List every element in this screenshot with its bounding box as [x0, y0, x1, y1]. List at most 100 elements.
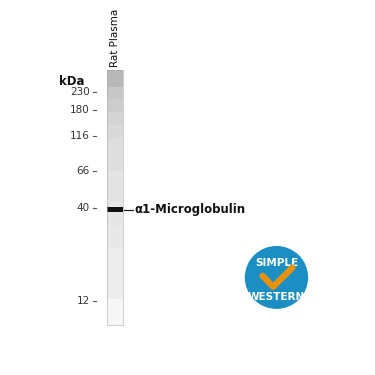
Bar — [107, 153, 123, 154]
Bar — [107, 317, 123, 318]
Text: 116: 116 — [70, 131, 90, 141]
Bar — [107, 193, 123, 194]
Bar — [107, 75, 123, 76]
Text: kDa: kDa — [59, 75, 84, 88]
Bar — [107, 69, 123, 70]
Bar — [107, 201, 123, 202]
Bar — [107, 249, 123, 250]
Bar — [107, 298, 123, 300]
Bar — [107, 141, 123, 142]
Bar — [107, 129, 123, 130]
Bar — [107, 110, 123, 111]
Bar — [107, 233, 123, 234]
Bar — [107, 227, 123, 228]
Text: SIMPLE: SIMPLE — [255, 258, 298, 267]
Bar — [107, 146, 123, 147]
Text: 12: 12 — [76, 296, 90, 306]
Bar — [107, 226, 123, 227]
Bar — [107, 282, 123, 284]
Bar — [107, 292, 123, 293]
Bar — [107, 92, 123, 93]
Bar — [107, 241, 123, 242]
Bar — [107, 266, 123, 267]
Bar — [107, 191, 123, 192]
Bar — [107, 114, 123, 115]
Bar — [107, 124, 123, 125]
Bar — [107, 281, 123, 282]
Bar — [107, 259, 123, 260]
Bar — [107, 159, 123, 160]
Text: 180: 180 — [70, 105, 90, 115]
Bar — [107, 302, 123, 303]
Bar — [107, 312, 123, 313]
Bar — [107, 154, 123, 155]
Bar — [107, 108, 123, 109]
Bar — [107, 116, 123, 117]
Bar — [107, 254, 123, 255]
Bar — [107, 138, 123, 140]
Bar — [107, 87, 123, 88]
Bar — [107, 149, 123, 150]
Bar — [107, 135, 123, 136]
Bar — [107, 143, 123, 144]
Bar — [107, 300, 123, 301]
Bar — [107, 100, 123, 101]
Bar — [107, 203, 123, 204]
Bar — [107, 128, 123, 129]
Bar — [107, 291, 123, 292]
Bar — [107, 264, 123, 265]
Bar — [107, 72, 123, 73]
Bar — [107, 174, 123, 175]
Bar — [107, 122, 123, 123]
Bar — [107, 275, 123, 276]
Bar — [107, 261, 123, 262]
Bar — [107, 180, 123, 181]
Bar — [107, 219, 123, 220]
Bar — [107, 310, 123, 312]
Bar — [107, 156, 123, 157]
Bar — [107, 142, 123, 143]
Bar — [107, 104, 123, 105]
Bar — [107, 79, 123, 80]
Text: Rat Plasma: Rat Plasma — [110, 8, 120, 67]
Bar — [107, 194, 123, 195]
Bar — [107, 115, 123, 116]
Bar — [107, 177, 123, 178]
Bar — [107, 251, 123, 252]
Bar — [107, 309, 123, 310]
Bar — [107, 307, 123, 308]
Bar — [107, 215, 123, 216]
Bar — [107, 88, 123, 89]
Bar — [107, 220, 123, 221]
Bar — [107, 175, 123, 176]
Bar — [107, 155, 123, 156]
Bar — [107, 83, 123, 84]
Bar — [107, 148, 123, 149]
Bar — [107, 205, 123, 206]
Bar — [107, 316, 123, 317]
Bar — [107, 223, 123, 224]
Bar — [107, 323, 123, 324]
Bar — [107, 199, 123, 200]
Bar — [107, 162, 123, 163]
Bar — [107, 181, 123, 182]
Bar — [107, 306, 123, 307]
Bar — [107, 274, 123, 275]
Text: α1-Microglobulin: α1-Microglobulin — [134, 203, 245, 216]
Bar — [107, 295, 123, 296]
Bar — [107, 313, 123, 314]
Bar — [107, 81, 123, 82]
Bar — [107, 190, 123, 191]
Bar — [107, 285, 123, 286]
Bar — [107, 207, 123, 209]
Bar — [107, 216, 123, 217]
Bar — [107, 121, 123, 122]
Bar — [107, 97, 123, 98]
Bar — [107, 123, 123, 124]
Bar — [107, 301, 123, 302]
Bar — [107, 230, 123, 231]
Bar — [107, 324, 123, 325]
Bar — [107, 166, 123, 168]
Bar — [107, 289, 123, 290]
Bar — [107, 70, 123, 71]
